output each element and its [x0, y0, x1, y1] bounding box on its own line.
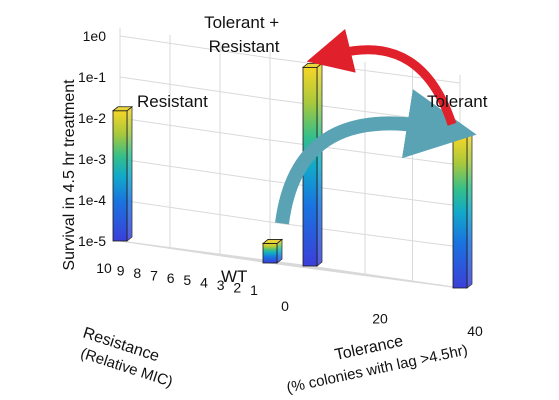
- bar-top-wt: [261, 239, 284, 244]
- z-tick-label: 1e0: [83, 28, 107, 44]
- resistance-tick-label: 7: [150, 267, 158, 283]
- z-tick-label: 1e-5: [78, 233, 106, 249]
- z-axis-ticks: 1e-5 1e-4 1e-3 1e-2 1e-1 1e0: [78, 28, 106, 249]
- resistance-tick-label: 10: [96, 260, 112, 276]
- grid-line-floor-tol: [309, 265, 461, 289]
- grid-line-floor-tol: [119, 240, 271, 264]
- bar-front-tolerant: [452, 135, 468, 289]
- tolerance-axis-label: Tolerance (% colonies with lag >4.5hr): [280, 320, 469, 397]
- tolerance-axis-ticks: 0 20 40: [281, 298, 483, 339]
- bar-side-tolerant-resistant: [316, 62, 323, 267]
- resistance-tick-label: 3: [217, 277, 225, 293]
- bar-resistant: [111, 105, 134, 242]
- resistance-tick-label: 4: [200, 275, 208, 291]
- bar-label-resistant: Resistant: [137, 92, 208, 111]
- resistance-tick-label: 2: [233, 280, 241, 296]
- arrow-wt-to-tolerant: [275, 89, 477, 225]
- bar-label-tolerant-resistant: Tolerant + Resistant: [204, 13, 284, 56]
- resistance-tick-label: 8: [133, 265, 141, 281]
- z-axis-label: Survival in 4.5 hr treatment: [61, 79, 78, 271]
- tolerance-tick-label: 0: [281, 298, 289, 314]
- bar-front-resistant: [112, 110, 128, 242]
- bar-top-resistant: [111, 106, 134, 112]
- tolerance-tick-label: 20: [372, 311, 388, 327]
- resistance-tick-label: 6: [167, 270, 175, 286]
- resistance-axis-label: Resistance (Relative MIC): [75, 325, 181, 391]
- bar-side-tolerant: [466, 131, 473, 289]
- bar-label-tolerant: Tolerant: [427, 92, 488, 111]
- arrows-layer: [275, 28, 477, 225]
- bar-wt: [261, 238, 284, 264]
- resistance-tick-label: 5: [183, 272, 191, 288]
- bar-tolerant: [451, 131, 474, 289]
- bar-front-wt: [262, 243, 278, 264]
- bar-label-tolerant-resistant-line2: Resistant: [209, 37, 280, 56]
- z-tick-label: 1e-4: [78, 192, 106, 208]
- bar-side-resistant: [126, 105, 133, 242]
- tolerance-tick-label: 40: [467, 323, 483, 339]
- grid-line-floor-tol: [262, 259, 413, 283]
- resistance-tick-label: 9: [117, 262, 125, 278]
- z-tick-label: 1e-3: [78, 151, 106, 167]
- grid-line-floor-tol: [214, 253, 366, 276]
- bar-label-tolerant-resistant-line1: Tolerant +: [204, 13, 279, 32]
- bar-label-wt: WT: [221, 267, 247, 286]
- resistance-axis-ticks: 10 9 8 7 6 5 4 3 2 1: [96, 260, 258, 298]
- resistance-tick-label: 1: [250, 282, 258, 298]
- arrow-tolerant-to-resistant: [306, 28, 457, 126]
- z-tick-label: 1e-1: [78, 69, 106, 85]
- z-tick-label: 1e-2: [78, 110, 106, 126]
- grid-line-floor-tol: [167, 246, 318, 270]
